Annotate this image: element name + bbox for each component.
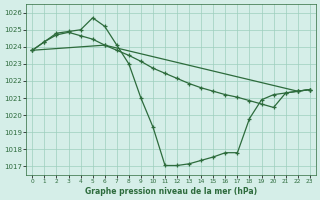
X-axis label: Graphe pression niveau de la mer (hPa): Graphe pression niveau de la mer (hPa) (85, 187, 257, 196)
